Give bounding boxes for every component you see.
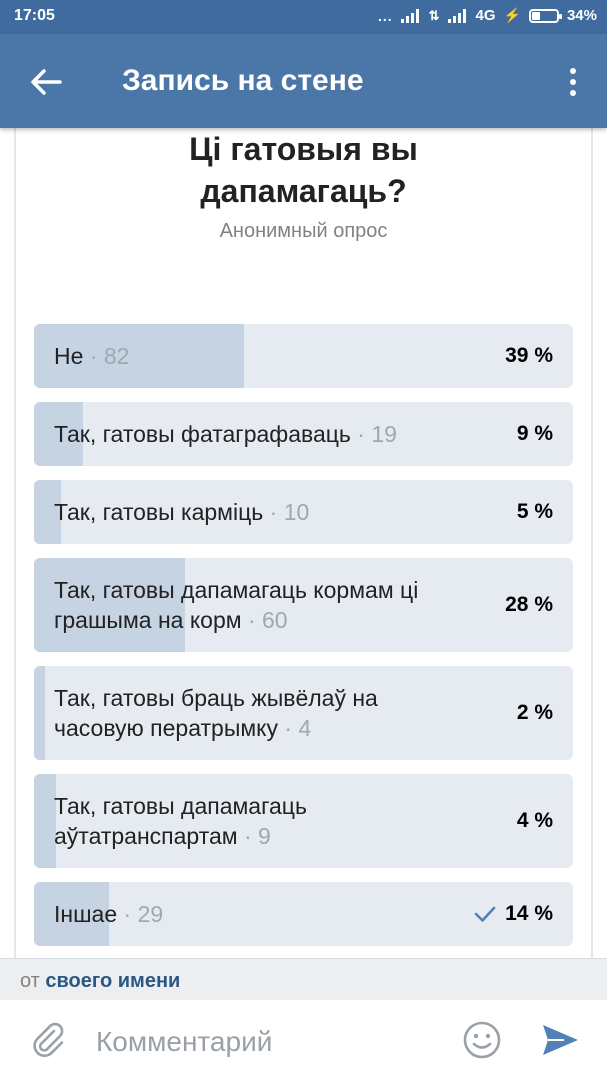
poll-option[interactable]: Так, гатовы дапамагаць аўтатранспартам ·… <box>34 774 573 868</box>
poll-option-bar <box>34 324 245 388</box>
poll-option[interactable]: Так, гатовы карміць · 10 5 % <box>34 480 573 544</box>
smile-icon[interactable] <box>462 1020 502 1060</box>
poll-option-percent: 14 % <box>473 902 553 926</box>
post-as-bar: от своего имени <box>0 958 607 1000</box>
poll-option[interactable]: Іншае · 29 14 % <box>34 882 573 946</box>
check-icon <box>474 906 496 922</box>
poll-option-bar <box>34 402 83 466</box>
poll-title: Ці гатовыя вы дапамагаць? <box>0 128 607 212</box>
poll-option-percent: 9 % <box>516 422 553 445</box>
status-time: 17:05 <box>14 7 55 24</box>
poll-option-percent: 28 % <box>505 593 553 616</box>
send-icon[interactable] <box>540 1022 580 1058</box>
signal-icon <box>400 8 421 23</box>
more-vertical-icon <box>570 68 576 74</box>
comment-bar <box>0 1000 607 1080</box>
poll-option-label: Так, гатовы дапамагаць аўтатранспартам ·… <box>54 793 307 849</box>
charging-icon: ⚡ <box>503 7 521 23</box>
signal-icon-2 <box>447 8 468 23</box>
poll-option-label: Іншае · 29 <box>54 901 164 927</box>
paperclip-icon[interactable] <box>30 1022 66 1058</box>
poll-option[interactable]: Так, гатовы браць жывёлаў на часовую пер… <box>34 666 573 760</box>
post-as-text: от своего имени <box>20 970 180 993</box>
poll-option[interactable]: Не · 82 39 % <box>34 324 573 388</box>
poll-option-label: Не · 82 <box>54 343 130 369</box>
battery-percent: 34% <box>566 7 597 24</box>
poll-option-label: Так, гатовы карміць · 10 <box>54 499 310 525</box>
app-bar: Запись на стене <box>0 34 607 128</box>
poll-option-percent: 5 % <box>516 500 553 523</box>
poll-option[interactable]: Так, гатовы фатаграфаваць · 19 9 % <box>34 402 573 466</box>
poll-title-line-1: Ці гатовыя вы <box>189 131 418 167</box>
status-bar: 17:05 ... ⇅ 4G ⚡ 34% <box>0 0 607 34</box>
poll-option-label: Так, гатовы дапамагаць кормам ці грашыма… <box>54 577 419 633</box>
poll-option-percent: 2 % <box>516 701 553 724</box>
arrow-left-icon <box>31 69 62 95</box>
data-arrows-icon: ⇅ <box>428 7 440 23</box>
poll-option-bar <box>34 480 61 544</box>
poll-option-percent: 4 % <box>516 809 553 832</box>
poll-option-percent: 39 % <box>505 344 553 367</box>
poll-option[interactable]: Так, гатовы дапамагаць кормам ці грашыма… <box>34 558 573 652</box>
page-title: Запись на стене <box>122 64 364 97</box>
poll-option-label: Так, гатовы браць жывёлаў на часовую пер… <box>54 685 378 741</box>
post-as-link[interactable]: своего имени <box>45 970 181 992</box>
poll-subtitle: Анонимный опрос <box>219 220 388 242</box>
poll-option-bar <box>34 774 56 868</box>
poll-option-bar <box>34 666 45 760</box>
post-content: Ці гатовыя вы дапамагаць? Анонимный опро… <box>0 128 607 958</box>
post-as-prefix: от <box>20 970 40 992</box>
poll-option-bar <box>34 882 110 946</box>
card-border-right <box>591 128 593 958</box>
comment-input[interactable] <box>96 1022 436 1062</box>
poll-option-label: Так, гатовы фатаграфаваць · 19 <box>54 421 397 447</box>
notification-dots: ... <box>377 7 393 24</box>
poll-title-line-2: дапамагаць? <box>200 173 407 209</box>
back-button[interactable] <box>26 62 66 102</box>
network-type: 4G <box>475 7 496 24</box>
battery-icon <box>528 8 562 23</box>
status-icons: ... ⇅ 4G ⚡ 34% <box>378 7 597 24</box>
more-menu-button[interactable] <box>563 64 583 100</box>
poll-option-bar <box>34 558 185 652</box>
card-border-left <box>14 128 16 958</box>
